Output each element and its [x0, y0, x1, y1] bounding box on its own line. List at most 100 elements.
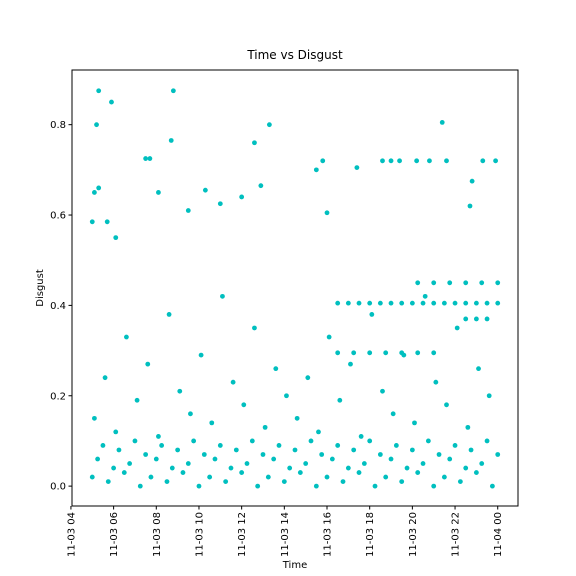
point	[100, 443, 106, 448]
point	[436, 452, 442, 457]
point	[113, 429, 119, 435]
x-tick-label: 11-03 04	[66, 512, 77, 557]
point	[383, 350, 389, 356]
point	[308, 438, 314, 444]
point	[431, 280, 437, 286]
point	[454, 325, 460, 331]
point	[469, 178, 475, 184]
point	[415, 280, 421, 286]
point	[212, 456, 218, 462]
point	[132, 438, 138, 444]
point	[337, 397, 343, 403]
point	[324, 474, 330, 480]
point	[191, 438, 197, 444]
point	[489, 483, 495, 489]
point	[479, 461, 485, 466]
point	[143, 156, 149, 161]
point	[252, 140, 257, 146]
x-axis-label: Time	[282, 560, 307, 571]
point	[493, 158, 498, 164]
point	[168, 138, 174, 143]
point	[188, 411, 193, 417]
point	[244, 461, 250, 466]
point	[109, 99, 114, 105]
point	[356, 300, 362, 306]
point	[358, 434, 364, 439]
point	[92, 190, 97, 195]
point	[96, 185, 102, 191]
point	[287, 465, 293, 471]
point	[223, 479, 229, 485]
point	[345, 300, 351, 306]
point	[340, 479, 346, 485]
point	[439, 120, 445, 125]
point	[241, 402, 247, 408]
point	[209, 420, 215, 426]
point	[377, 300, 383, 306]
point	[233, 447, 239, 453]
point	[484, 300, 490, 306]
point	[390, 411, 396, 417]
point	[335, 350, 341, 356]
point	[463, 280, 469, 286]
point	[329, 456, 335, 462]
point	[367, 438, 373, 444]
point	[367, 300, 373, 306]
point	[164, 479, 170, 485]
point	[441, 474, 447, 480]
point	[292, 447, 298, 453]
x-tick-label: 11-03 16	[323, 512, 334, 557]
x-tick-label: 11-03 20	[408, 512, 419, 557]
point	[452, 443, 458, 448]
point	[124, 334, 129, 340]
point	[412, 420, 417, 426]
x-tick-label: 11-03 06	[109, 512, 120, 557]
point	[260, 452, 266, 457]
point	[319, 452, 325, 457]
point	[273, 366, 279, 372]
point	[207, 474, 213, 480]
point	[202, 187, 208, 193]
point	[175, 447, 181, 453]
point	[399, 300, 405, 306]
point	[409, 447, 415, 453]
point	[383, 474, 389, 480]
point	[153, 456, 159, 462]
point	[326, 334, 332, 340]
point	[137, 483, 143, 489]
point	[433, 379, 439, 385]
point	[258, 183, 264, 189]
point	[388, 158, 394, 164]
point	[335, 443, 341, 448]
point	[265, 474, 271, 480]
point	[457, 479, 463, 485]
point	[351, 350, 357, 356]
point	[104, 219, 110, 225]
point	[239, 470, 245, 475]
point	[228, 465, 234, 471]
point	[476, 366, 481, 372]
point	[95, 456, 101, 462]
point	[266, 122, 272, 128]
point	[271, 456, 277, 462]
point	[361, 461, 367, 466]
point	[198, 352, 204, 358]
point	[249, 438, 255, 444]
point	[399, 350, 405, 356]
point	[431, 483, 437, 489]
point	[441, 300, 447, 306]
point	[180, 470, 186, 475]
point	[452, 300, 458, 306]
x-tick-label: 11-04 00	[493, 512, 504, 557]
point	[463, 300, 469, 306]
point	[431, 300, 437, 306]
point	[444, 402, 449, 408]
point	[276, 443, 282, 448]
point	[159, 443, 165, 448]
point	[281, 479, 287, 485]
point	[422, 293, 428, 299]
point	[427, 158, 432, 164]
point	[367, 350, 373, 356]
point	[467, 203, 473, 209]
